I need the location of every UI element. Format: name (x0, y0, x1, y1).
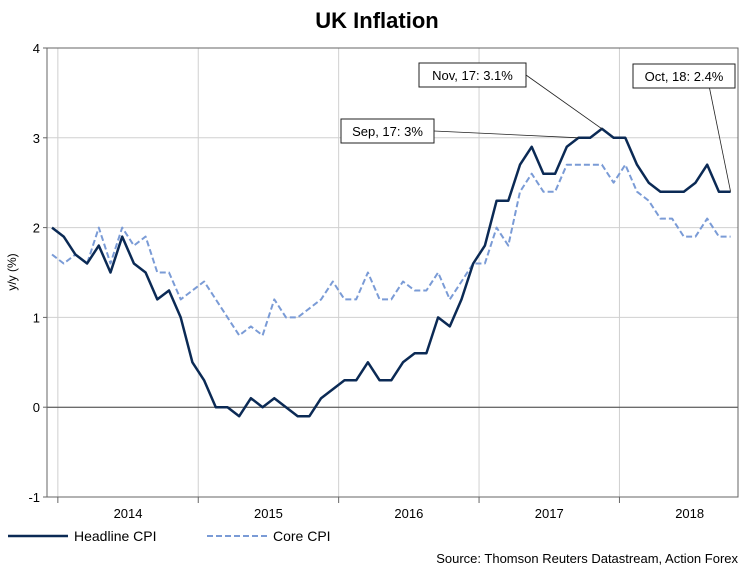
annotation-box (632, 63, 736, 89)
x-tick-label: 2017 (535, 506, 564, 521)
x-tick-label: 2018 (675, 506, 704, 521)
x-tick-label: 2014 (114, 506, 143, 521)
series-line-core-cpi (51, 163, 731, 337)
y-tick-label: 1 (33, 310, 40, 325)
annotation-label: Sep, 17: 3% (352, 124, 423, 139)
x-axis-ticks: 2014 2015 2016 2017 2018 (57, 497, 704, 521)
legend-label: Core CPI (273, 528, 331, 544)
chart-title: UK Inflation (315, 8, 438, 33)
source-note: Source: Thomson Reuters Datastream, Acti… (436, 551, 738, 566)
y-tick-label: 3 (33, 131, 40, 146)
series-layer (51, 127, 731, 418)
plot-area: Nov, 17: 3.1% Sep, 17: 3% Oct, 18: 2.4% (46, 47, 739, 498)
annotation-leader (709, 87, 731, 192)
series-line-headline-cpi (51, 127, 731, 418)
annotations: Nov, 17: 3.1% Sep, 17: 3% Oct, 18: 2.4% (340, 62, 736, 192)
y-axis-ticks: -1 0 1 2 3 4 (28, 41, 47, 505)
annotation-leader (525, 74, 603, 130)
plot-frame (46, 47, 739, 498)
grid-lines (47, 48, 738, 497)
y-tick-label: 0 (33, 400, 40, 415)
legend: Headline CPI Core CPI (8, 528, 331, 544)
annotation-leader (433, 130, 579, 139)
y-tick-label: 2 (33, 221, 40, 236)
legend-label: Headline CPI (74, 528, 157, 544)
annotation-label: Nov, 17: 3.1% (432, 68, 513, 83)
annotation-label: Oct, 18: 2.4% (645, 69, 724, 84)
annotation-box (418, 62, 527, 88)
x-tick-label: 2015 (254, 506, 283, 521)
y-tick-label: 4 (33, 41, 40, 56)
y-tick-label: -1 (28, 490, 40, 505)
annotation-box (340, 118, 435, 144)
y-axis-label: y/y (%) (5, 253, 19, 290)
x-tick-label: 2016 (394, 506, 423, 521)
